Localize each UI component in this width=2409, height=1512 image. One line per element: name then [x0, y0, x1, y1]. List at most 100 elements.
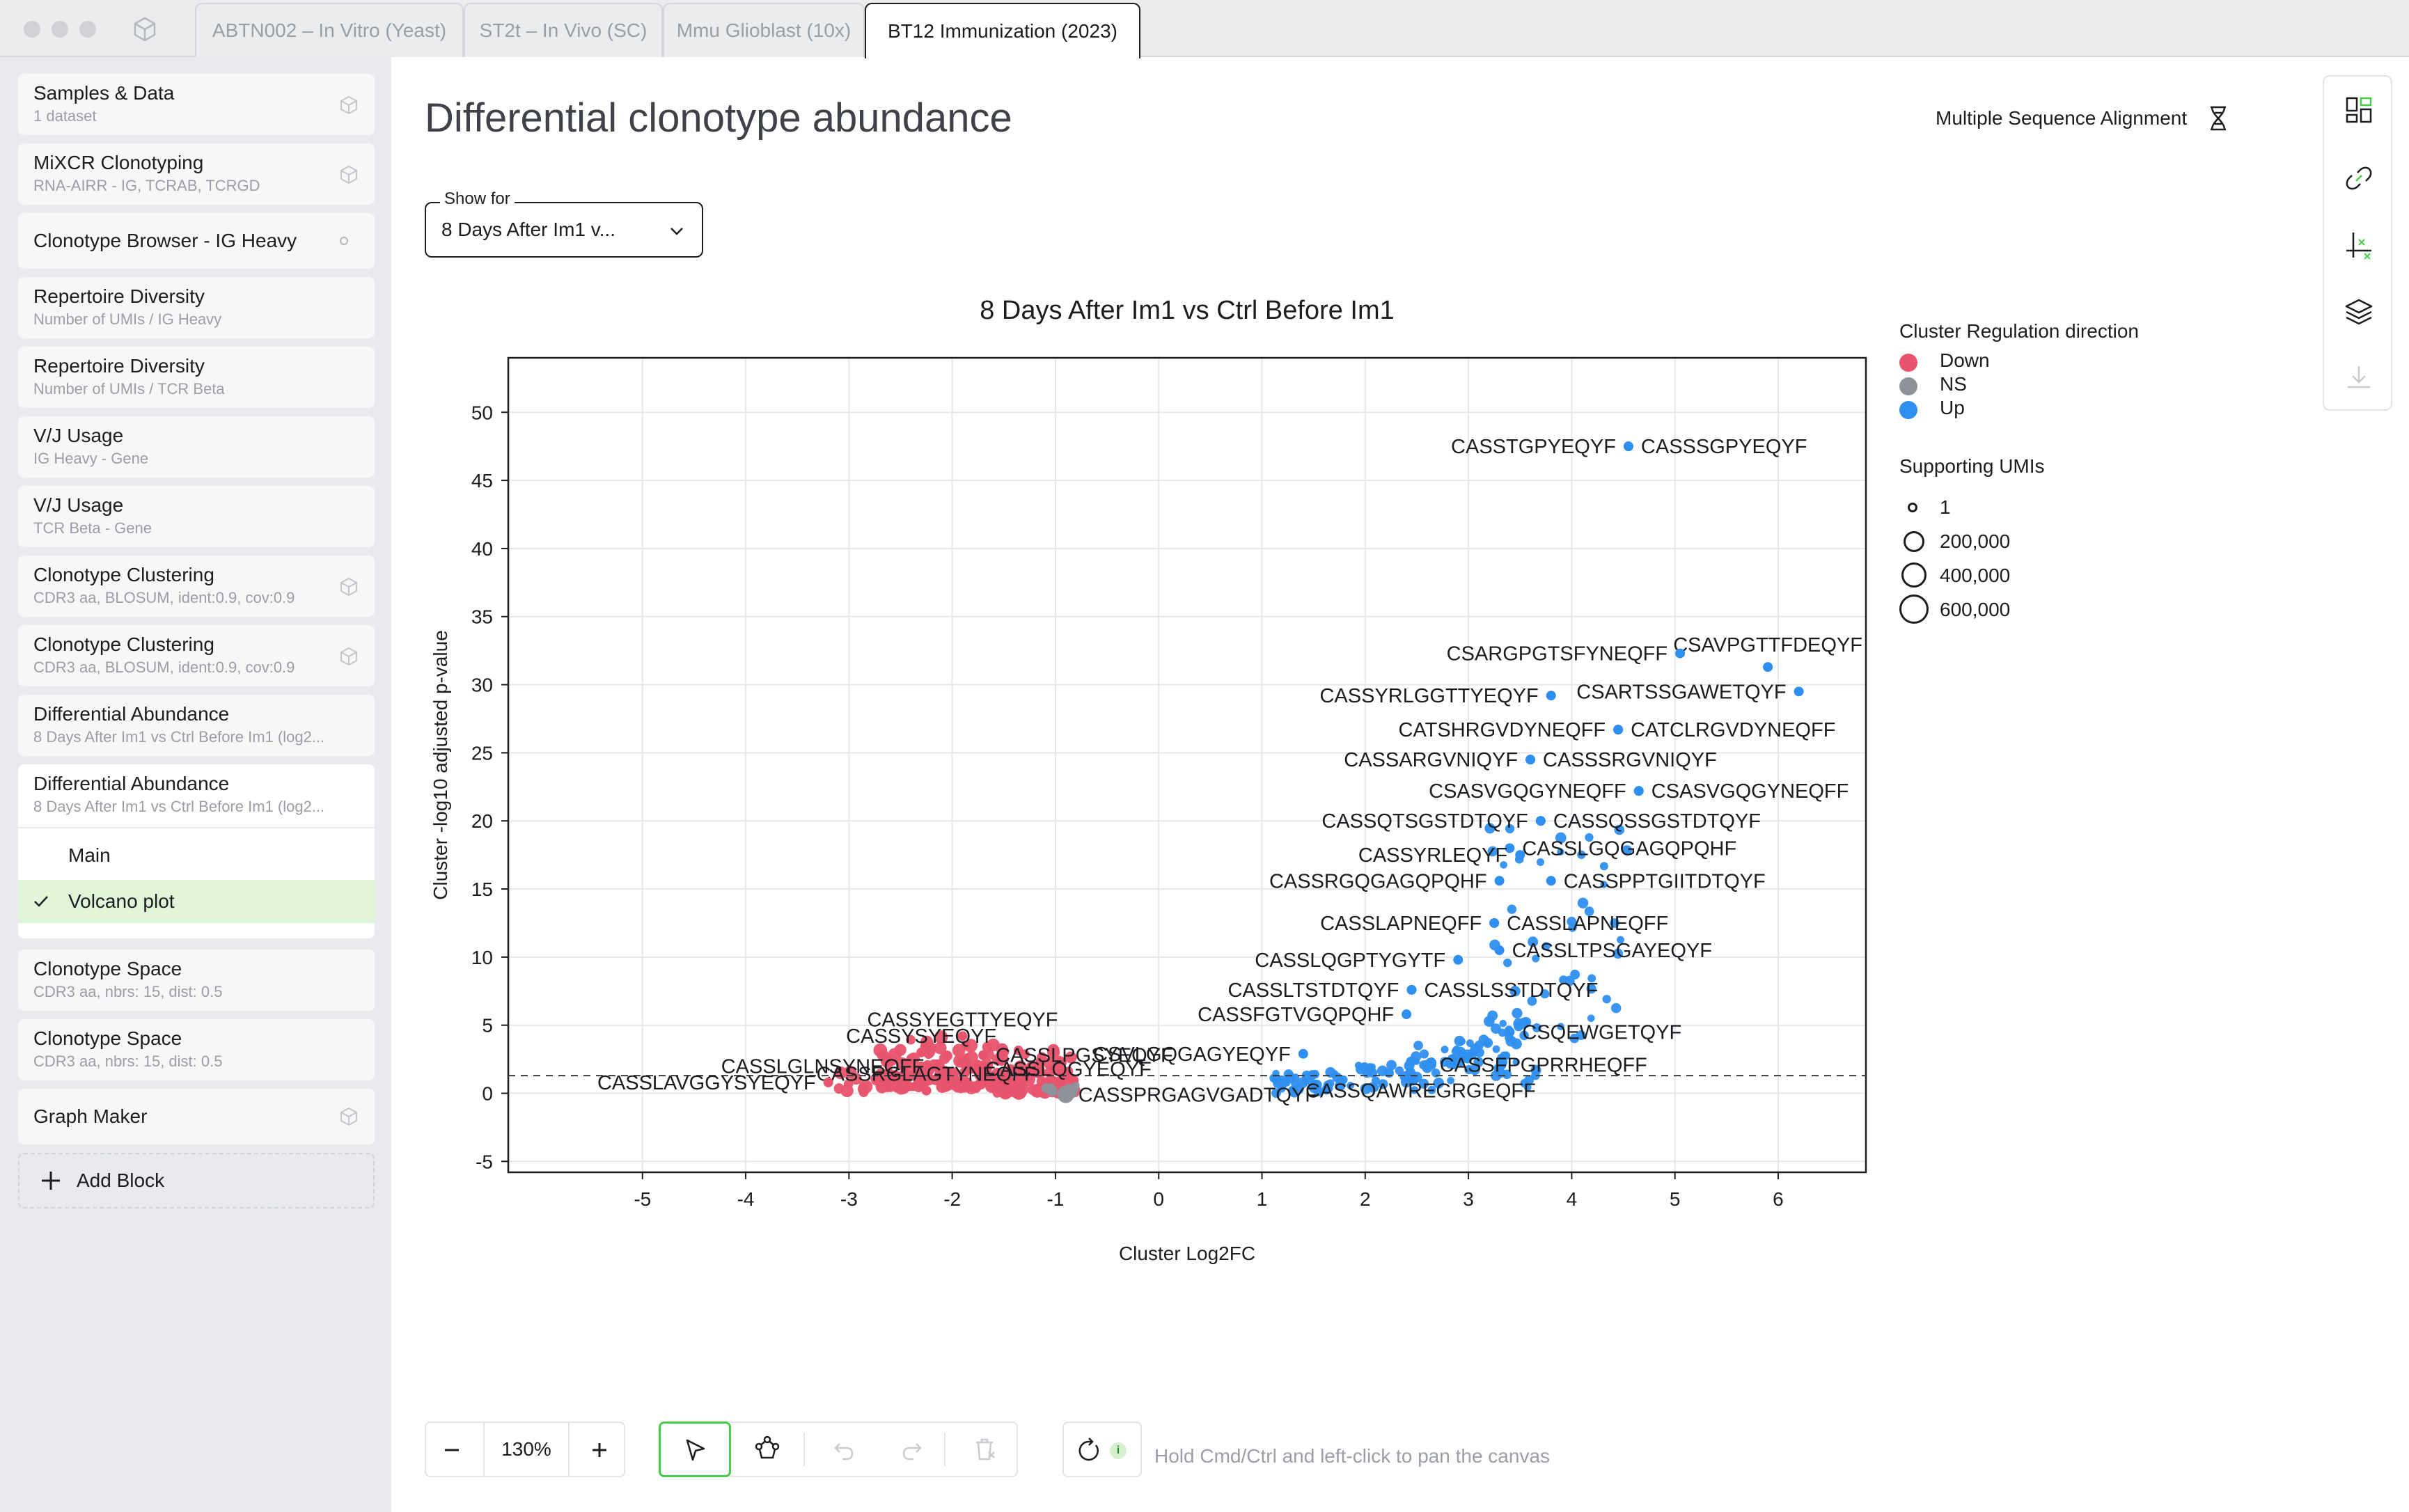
- sidebar-block-repertoire-diversity-ig[interactable]: Repertoire Diversity Number of UMIs / IG…: [18, 277, 375, 338]
- sidebar-block-mixcr-clonotyping[interactable]: MiXCR Clonotyping RNA-AIRR - IG, TCRAB, …: [18, 143, 375, 205]
- block-subtitle: 1 dataset: [33, 107, 97, 125]
- data-point: [1386, 1060, 1397, 1071]
- pan-hint-text: Hold Cmd/Ctrl and left-click to pan the …: [1154, 1445, 1551, 1467]
- point-label: CASSYEGTTYEQYF: [867, 1009, 1058, 1031]
- tab-abtn002[interactable]: ABTN002 – In Vitro (Yeast): [195, 3, 464, 57]
- tab-bt12-immunization[interactable]: BT12 Immunization (2023): [865, 3, 1140, 58]
- sidebar-block-clonotype-clustering-2[interactable]: Clonotype Clustering CDR3 aa, BLOSUM, id…: [18, 625, 375, 686]
- multiple-sequence-alignment-button[interactable]: Multiple Sequence Alignment: [1936, 104, 2230, 132]
- sidebar-block-differential-abundance-1[interactable]: Differential Abundance 8 Days After Im1 …: [18, 695, 375, 756]
- data-point: [1511, 1038, 1522, 1050]
- x-tick-label: 3: [1463, 1188, 1474, 1210]
- sidebar-block-vj-usage-tcr[interactable]: V/J Usage TCR Beta - Gene: [18, 486, 375, 547]
- point-label: CASSLGLNSYNEQFF: [721, 1055, 925, 1078]
- point-label: CASSSRGVNIQYF: [1543, 749, 1717, 771]
- window-maximize-button[interactable]: [79, 21, 96, 38]
- labeled-data-point: [1422, 1060, 1432, 1070]
- data-point: [1310, 1069, 1320, 1079]
- download-icon[interactable]: [2344, 362, 2374, 393]
- block-title: Differential Abundance: [33, 703, 230, 725]
- data-point: [1600, 881, 1608, 888]
- title-bar: ABTN002 – In Vitro (Yeast) ST2t – In Viv…: [0, 0, 2409, 58]
- lasso-select-icon[interactable]: [753, 1435, 781, 1463]
- layout-icon[interactable]: [2344, 95, 2374, 125]
- redo-icon[interactable]: [901, 1440, 923, 1462]
- volcano-plot[interactable]: 8 Days After Im1 vs Ctrl Before Im1 -5 -4 -…: [418, 278, 1894, 1281]
- data-point: [1285, 1073, 1296, 1083]
- y-tick-label: 15: [471, 879, 493, 900]
- data-point: [1478, 1034, 1489, 1045]
- data-point: [1537, 858, 1545, 866]
- legend-size-item: 200,000: [1899, 524, 2289, 558]
- data-point: [1449, 1060, 1459, 1070]
- tab-mmu-glioblast[interactable]: Mmu Glioblast (10x): [663, 3, 865, 57]
- point-label: CASSYRLGGTTYEQYF: [1319, 685, 1538, 707]
- data-point: [897, 1078, 909, 1089]
- x-tick-label: -1: [1046, 1188, 1064, 1210]
- window-minimize-button[interactable]: [52, 21, 68, 38]
- data-point: [1384, 1068, 1394, 1078]
- refresh-icon[interactable]: [1075, 1437, 1103, 1465]
- info-icon[interactable]: i: [1110, 1442, 1127, 1459]
- block-title: Clonotype Space: [33, 958, 182, 979]
- expanded-block-header[interactable]: Differential Abundance 8 Days After Im1 …: [18, 764, 375, 828]
- block-title: Repertoire Diversity: [33, 355, 205, 377]
- labeled-data-point: [921, 1085, 932, 1096]
- sidebar-block-clonotype-space-1[interactable]: Clonotype Space CDR3 aa, nbrs: 15, dist:…: [18, 950, 375, 1011]
- y-tick-label: 50: [471, 402, 493, 423]
- point-label: CASSLAPNEQFF: [1320, 913, 1482, 935]
- point-label: CSASVGQGYNEQFF: [1429, 780, 1626, 803]
- checkmark-icon: [34, 896, 48, 907]
- legend-label: 400,000: [1940, 564, 2011, 586]
- data-point: [1433, 1078, 1445, 1089]
- show-for-select[interactable]: Show for 8 Days After Im1 v...: [425, 189, 703, 258]
- size-circle-icon: [1901, 562, 1927, 588]
- legend-label: 600,000: [1940, 598, 2011, 620]
- labeled-data-point: [1525, 755, 1536, 765]
- labeled-data-point: [1546, 691, 1556, 701]
- data-point: [1612, 948, 1624, 959]
- sidebar-block-clonotype-space-2[interactable]: Clonotype Space CDR3 aa, nbrs: 15, dist:…: [18, 1019, 375, 1080]
- sidebar-section-main[interactable]: Main: [18, 834, 375, 877]
- data-point: [1302, 1078, 1310, 1085]
- select-tool-button[interactable]: [659, 1422, 731, 1477]
- sidebar-block-clonotype-browser[interactable]: Clonotype Browser - IG Heavy: [18, 213, 375, 269]
- zoom-in-button[interactable]: [589, 1440, 610, 1460]
- legend-dot-down: [1899, 354, 1917, 372]
- divider: [944, 1433, 945, 1466]
- labeled-data-point: [1489, 918, 1500, 928]
- block-subtitle: Number of UMIs / TCR Beta: [33, 380, 225, 397]
- sidebar-block-samples-data[interactable]: Samples & Data 1 dataset: [18, 74, 375, 135]
- axes-icon[interactable]: [2344, 230, 2374, 260]
- sidebar-block-repertoire-diversity-tcr[interactable]: Repertoire Diversity Number of UMIs / TC…: [18, 347, 375, 408]
- window-close-button[interactable]: [24, 21, 40, 38]
- block-title: Differential Abundance: [33, 773, 230, 794]
- data-point: [1519, 1030, 1529, 1041]
- delete-icon[interactable]: [972, 1437, 997, 1462]
- block-title: MiXCR Clonotyping: [33, 152, 204, 173]
- tab-st2t[interactable]: ST2t – In Vivo (SC): [464, 3, 663, 57]
- data-point: [996, 1053, 1009, 1066]
- data-point: [1469, 1064, 1480, 1076]
- data-point: [1313, 1086, 1324, 1096]
- chevron-down-icon: [670, 228, 683, 235]
- sidebar-section-volcano-plot[interactable]: Volcano plot: [18, 880, 375, 923]
- sidebar-block-clonotype-clustering-1[interactable]: Clonotype Clustering CDR3 aa, BLOSUM, id…: [18, 556, 375, 617]
- legend-direction-title: Cluster Regulation direction: [1899, 320, 2139, 342]
- link-icon[interactable]: [2344, 163, 2374, 194]
- data-point: [946, 1076, 958, 1087]
- sidebar-block-graph-maker[interactable]: Graph Maker: [18, 1089, 375, 1144]
- data-point: [1347, 1082, 1354, 1089]
- point-label: CASSLQGYEQYF: [985, 1058, 1152, 1080]
- data-point: [1499, 1019, 1507, 1027]
- data-point: [924, 1076, 934, 1086]
- zoom-out-button[interactable]: [441, 1440, 462, 1460]
- data-point: [1622, 845, 1633, 856]
- undo-icon[interactable]: [833, 1440, 855, 1462]
- layers-icon[interactable]: [2344, 297, 2374, 327]
- cube-icon: [340, 165, 357, 184]
- legend-dot-up: [1899, 401, 1917, 419]
- add-block-button[interactable]: Add Block: [18, 1153, 375, 1208]
- sidebar-block-vj-usage-ig[interactable]: V/J Usage IG Heavy - Gene: [18, 416, 375, 478]
- point-label: CASSTGPYEQYF: [1451, 436, 1616, 458]
